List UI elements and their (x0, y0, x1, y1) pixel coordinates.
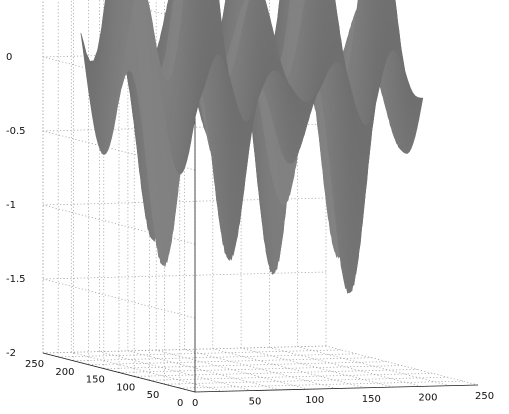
y-tick-label: 50 (147, 390, 160, 401)
floor-grid-line (58, 349, 342, 358)
x-tick-label: 0 (192, 398, 198, 409)
y-tick-label: 0 (177, 398, 183, 409)
z-tick-label: 0 (6, 52, 12, 63)
z-tick-label: -2 (6, 348, 16, 359)
surface-strip (194, 20, 424, 158)
y-tick-label: 250 (25, 359, 44, 370)
x-tick-label: 50 (249, 397, 262, 408)
tick-layer: -2-1.5-1-0.500.511.520501001502002500501… (6, 52, 494, 409)
surface-layer (80, 0, 424, 294)
y-tick-label: 200 (55, 367, 74, 378)
side-wall-grid-line (42, 130, 196, 171)
side-wall-grid-line (42, 204, 196, 245)
floor-grid-line (241, 347, 394, 388)
floor-grid-line (103, 361, 387, 369)
floor-grid-line (127, 350, 280, 391)
floor-grid-line (325, 345, 479, 386)
z-tick-label: -0.5 (6, 126, 26, 137)
side-wall-grid-line (42, 278, 196, 319)
floor-grid-line (99, 351, 252, 391)
floor-grid-line (179, 380, 463, 389)
y-tick-label: 100 (116, 382, 135, 393)
z-tick-label: -1.5 (6, 274, 26, 285)
floor-grid-line (73, 353, 357, 362)
x-tick-label: 200 (418, 392, 437, 403)
floor-grid-line (269, 347, 422, 387)
floor-grid-line (297, 346, 450, 387)
floor-grid-line (184, 349, 337, 389)
x-axis-line (194, 384, 479, 393)
y-axis-line (42, 352, 196, 393)
floor-grid-line (149, 372, 433, 381)
x-tick-label: 250 (475, 391, 494, 402)
floor-grid-line (212, 348, 365, 389)
x-tick-label: 150 (362, 394, 381, 405)
z-tick-label: -1 (6, 200, 16, 211)
x-tick-label: 100 (305, 395, 324, 406)
floor-grid-line (134, 369, 418, 377)
y-tick-label: 150 (86, 375, 105, 386)
